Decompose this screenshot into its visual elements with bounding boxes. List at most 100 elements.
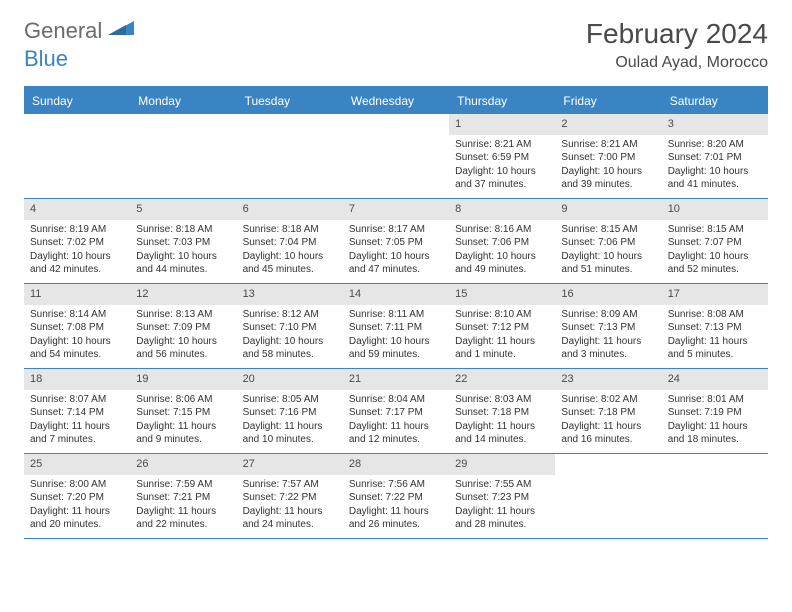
sunset-text: Sunset: 7:03 PM (136, 236, 230, 250)
daylight-text: Daylight: 11 hours and 10 minutes. (243, 420, 337, 447)
daylight-text: Daylight: 10 hours and 41 minutes. (668, 165, 762, 192)
day-cell: 22Sunrise: 8:03 AMSunset: 7:18 PMDayligh… (449, 369, 555, 453)
sunrise-text: Sunrise: 8:09 AM (561, 308, 655, 322)
day-body: Sunrise: 8:06 AMSunset: 7:15 PMDaylight:… (130, 393, 236, 447)
day-header-row: SundayMondayTuesdayWednesdayThursdayFrid… (24, 88, 768, 114)
header: General February 2024 Oulad Ayad, Morocc… (0, 0, 792, 80)
week-row: 4Sunrise: 8:19 AMSunset: 7:02 PMDaylight… (24, 199, 768, 284)
day-cell: 3Sunrise: 8:20 AMSunset: 7:01 PMDaylight… (662, 114, 768, 198)
daylight-text: Daylight: 11 hours and 24 minutes. (243, 505, 337, 532)
day-number: 8 (449, 199, 555, 220)
sunset-text: Sunset: 7:13 PM (668, 321, 762, 335)
day-cell: 14Sunrise: 8:11 AMSunset: 7:11 PMDayligh… (343, 284, 449, 368)
sunset-text: Sunset: 7:14 PM (30, 406, 124, 420)
sunrise-text: Sunrise: 8:19 AM (30, 223, 124, 237)
week-row: 25Sunrise: 8:00 AMSunset: 7:20 PMDayligh… (24, 454, 768, 539)
day-body: Sunrise: 8:09 AMSunset: 7:13 PMDaylight:… (555, 308, 661, 362)
daylight-text: Daylight: 11 hours and 28 minutes. (455, 505, 549, 532)
sunrise-text: Sunrise: 8:07 AM (30, 393, 124, 407)
week-row: 11Sunrise: 8:14 AMSunset: 7:08 PMDayligh… (24, 284, 768, 369)
day-header: Monday (130, 88, 236, 114)
daylight-text: Daylight: 11 hours and 12 minutes. (349, 420, 443, 447)
day-cell: 20Sunrise: 8:05 AMSunset: 7:16 PMDayligh… (237, 369, 343, 453)
daylight-text: Daylight: 11 hours and 14 minutes. (455, 420, 549, 447)
day-cell: 24Sunrise: 8:01 AMSunset: 7:19 PMDayligh… (662, 369, 768, 453)
day-body: Sunrise: 8:05 AMSunset: 7:16 PMDaylight:… (237, 393, 343, 447)
sunset-text: Sunset: 7:17 PM (349, 406, 443, 420)
sunrise-text: Sunrise: 8:16 AM (455, 223, 549, 237)
sunrise-text: Sunrise: 8:12 AM (243, 308, 337, 322)
daylight-text: Daylight: 11 hours and 3 minutes. (561, 335, 655, 362)
sunrise-text: Sunrise: 8:04 AM (349, 393, 443, 407)
day-body: Sunrise: 8:14 AMSunset: 7:08 PMDaylight:… (24, 308, 130, 362)
daylight-text: Daylight: 11 hours and 1 minute. (455, 335, 549, 362)
sunset-text: Sunset: 7:04 PM (243, 236, 337, 250)
sunrise-text: Sunrise: 7:56 AM (349, 478, 443, 492)
sunset-text: Sunset: 7:05 PM (349, 236, 443, 250)
day-body: Sunrise: 8:11 AMSunset: 7:11 PMDaylight:… (343, 308, 449, 362)
sunset-text: Sunset: 7:16 PM (243, 406, 337, 420)
day-cell: 19Sunrise: 8:06 AMSunset: 7:15 PMDayligh… (130, 369, 236, 453)
logo: General (24, 18, 136, 44)
day-cell: 21Sunrise: 8:04 AMSunset: 7:17 PMDayligh… (343, 369, 449, 453)
daylight-text: Daylight: 11 hours and 5 minutes. (668, 335, 762, 362)
day-body: Sunrise: 8:13 AMSunset: 7:09 PMDaylight:… (130, 308, 236, 362)
daylight-text: Daylight: 10 hours and 42 minutes. (30, 250, 124, 277)
day-cell: 18Sunrise: 8:07 AMSunset: 7:14 PMDayligh… (24, 369, 130, 453)
sunset-text: Sunset: 7:09 PM (136, 321, 230, 335)
sunset-text: Sunset: 7:20 PM (30, 491, 124, 505)
sunrise-text: Sunrise: 8:08 AM (668, 308, 762, 322)
sunset-text: Sunset: 7:18 PM (561, 406, 655, 420)
day-body: Sunrise: 8:10 AMSunset: 7:12 PMDaylight:… (449, 308, 555, 362)
logo-text-general: General (24, 18, 102, 44)
day-body: Sunrise: 8:18 AMSunset: 7:03 PMDaylight:… (130, 223, 236, 277)
daylight-text: Daylight: 11 hours and 20 minutes. (30, 505, 124, 532)
day-body: Sunrise: 8:20 AMSunset: 7:01 PMDaylight:… (662, 138, 768, 192)
day-body: Sunrise: 8:12 AMSunset: 7:10 PMDaylight:… (237, 308, 343, 362)
day-cell (130, 114, 236, 198)
daylight-text: Daylight: 11 hours and 16 minutes. (561, 420, 655, 447)
day-number: 15 (449, 284, 555, 305)
sunrise-text: Sunrise: 8:00 AM (30, 478, 124, 492)
daylight-text: Daylight: 11 hours and 9 minutes. (136, 420, 230, 447)
title-block: February 2024 Oulad Ayad, Morocco (586, 18, 768, 72)
day-number: 29 (449, 454, 555, 475)
day-cell: 8 Sunrise: 8:16 AMSunset: 7:06 PMDaylight… (449, 199, 555, 283)
calendar: SundayMondayTuesdayWednesdayThursdayFrid… (24, 86, 768, 539)
day-cell (343, 114, 449, 198)
day-body: Sunrise: 8:17 AMSunset: 7:05 PMDaylight:… (343, 223, 449, 277)
day-header: Tuesday (237, 88, 343, 114)
sunset-text: Sunset: 7:13 PM (561, 321, 655, 335)
day-cell: 6Sunrise: 8:18 AMSunset: 7:04 PMDaylight… (237, 199, 343, 283)
sunset-text: Sunset: 7:06 PM (455, 236, 549, 250)
day-cell: 4Sunrise: 8:19 AMSunset: 7:02 PMDaylight… (24, 199, 130, 283)
day-body: Sunrise: 8:03 AMSunset: 7:18 PMDaylight:… (449, 393, 555, 447)
day-cell: 16Sunrise: 8:09 AMSunset: 7:13 PMDayligh… (555, 284, 661, 368)
day-body: Sunrise: 8:16 AMSunset: 7:06 PMDaylight:… (449, 223, 555, 277)
day-body: Sunrise: 7:59 AMSunset: 7:21 PMDaylight:… (130, 478, 236, 532)
sunset-text: Sunset: 6:59 PM (455, 151, 549, 165)
daylight-text: Daylight: 10 hours and 52 minutes. (668, 250, 762, 277)
day-cell: 5 Sunrise: 8:18 AMSunset: 7:03 PMDaylight… (130, 199, 236, 283)
day-cell: 15 Sunrise: 8:10 AMSunset: 7:12 PMDayligh… (449, 284, 555, 368)
day-header: Sunday (24, 88, 130, 114)
day-body: Sunrise: 8:07 AMSunset: 7:14 PMDaylight:… (24, 393, 130, 447)
day-number: 28 (343, 454, 449, 475)
title-location: Oulad Ayad, Morocco (586, 54, 768, 72)
day-body: Sunrise: 8:15 AMSunset: 7:06 PMDaylight:… (555, 223, 661, 277)
day-cell: 10Sunrise: 8:15 AMSunset: 7:07 PMDayligh… (662, 199, 768, 283)
daylight-text: Daylight: 10 hours and 45 minutes. (243, 250, 337, 277)
day-header: Friday (555, 88, 661, 114)
day-cell: 9 Sunrise: 8:15 AMSunset: 7:06 PMDaylight… (555, 199, 661, 283)
sunset-text: Sunset: 7:11 PM (349, 321, 443, 335)
day-number: 9 (555, 199, 661, 220)
sunrise-text: Sunrise: 8:17 AM (349, 223, 443, 237)
day-number: 12 (130, 284, 236, 305)
day-header: Saturday (662, 88, 768, 114)
day-body: Sunrise: 8:15 AMSunset: 7:07 PMDaylight:… (662, 223, 768, 277)
sunrise-text: Sunrise: 8:15 AM (561, 223, 655, 237)
sunset-text: Sunset: 7:02 PM (30, 236, 124, 250)
day-body: Sunrise: 8:08 AMSunset: 7:13 PMDaylight:… (662, 308, 768, 362)
day-number: 2 (555, 114, 661, 135)
day-number: 5 (130, 199, 236, 220)
